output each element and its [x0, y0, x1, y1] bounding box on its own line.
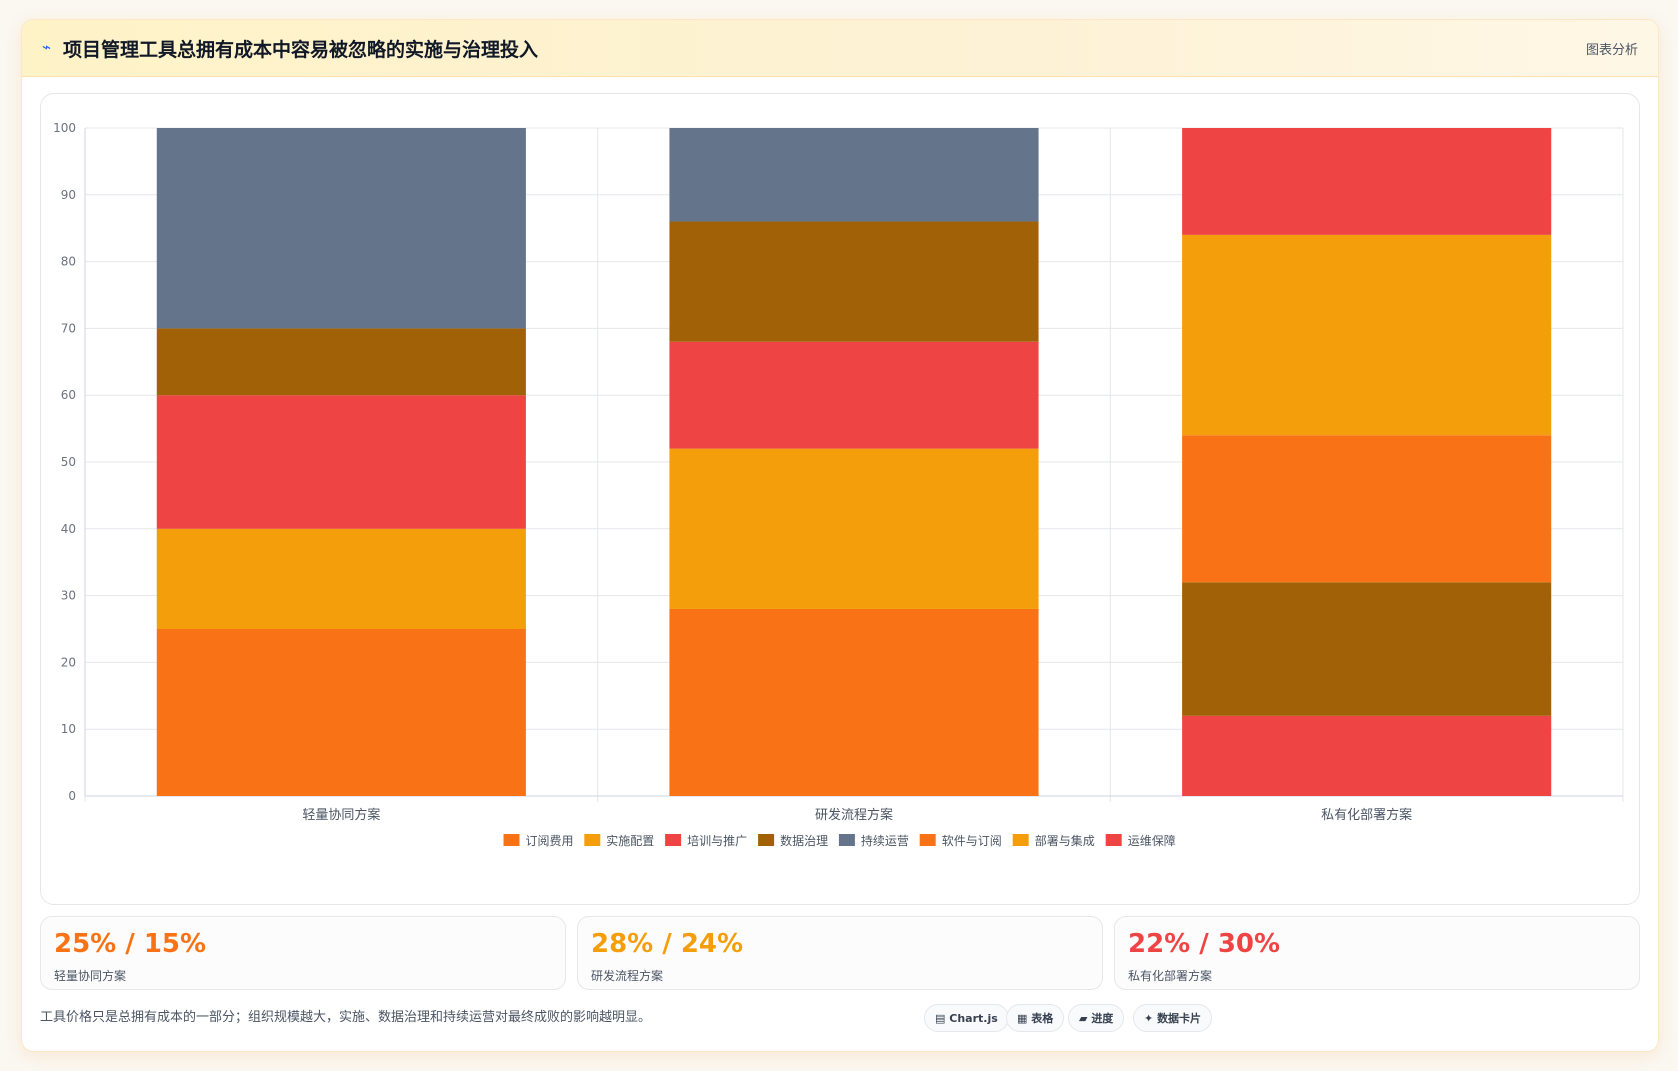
chart-panel: 0 10 20 30 40 50 60 70 80 90 100 轻量协同方案 研发流程方案 私有化部署方… — [40, 93, 1640, 905]
stat-label: 研发流程方案 — [591, 969, 664, 983]
stat-card-private: 22% / 30% 私有化部署方案 — [1114, 916, 1640, 990]
card-header: ⌁ 项目管理工具总拥有成本中容易被忽略的实施与治理投入 图表分析 — [22, 20, 1658, 77]
legend-swatch — [919, 834, 936, 846]
y-tick-label: 50 — [61, 455, 76, 469]
tag-label: 进度 — [1091, 1012, 1114, 1025]
bar-segment — [1182, 234, 1552, 436]
tag-label: 表格 — [1031, 1012, 1054, 1025]
legend-label: 实施配置 — [606, 833, 654, 848]
stacked-bar-chart: 0 10 20 30 40 50 60 70 80 90 100 轻量协同方案 研发流程方案 私有化部署方… — [53, 121, 1624, 848]
chart-analysis-link[interactable]: 图表分析 — [1585, 43, 1638, 58]
x-tick-label: 私有化部署方案 — [1321, 807, 1412, 823]
bar-segment — [1182, 715, 1552, 796]
x-tick-label: 轻量协同方案 — [302, 807, 380, 823]
bar-segment — [1182, 435, 1552, 583]
tag-chartjs[interactable]: ▤ Chart.js — [924, 1004, 1009, 1032]
bar-segment — [669, 608, 1039, 796]
tag-table[interactable]: ▦ 表格 — [1006, 1004, 1065, 1032]
y-tick-label: 100 — [53, 121, 76, 135]
bar-segment — [156, 328, 526, 396]
legend-label: 订阅费用 — [526, 834, 574, 848]
legend-label: 培训与推广 — [687, 833, 747, 848]
y-tick-label: 10 — [61, 722, 76, 736]
bar-segment — [1182, 128, 1552, 235]
y-tick-label: 20 — [61, 655, 76, 669]
y-tick-label: 70 — [61, 321, 76, 335]
x-tick-label: 研发流程方案 — [815, 807, 893, 823]
stat-value: 22% / 30% — [1128, 929, 1281, 959]
stat-card-light: 25% / 15% 轻量协同方案 — [40, 916, 566, 990]
pulse-icon: ⌁ — [42, 38, 52, 56]
legend-swatch — [503, 834, 520, 846]
bar-segment — [669, 221, 1039, 342]
chart-card: ⌁ 项目管理工具总拥有成本中容易被忽略的实施与治理投入 图表分析 0 10 20 30… — [21, 19, 1659, 1052]
tag-label: 数据卡片 — [1157, 1012, 1202, 1025]
bar-segment — [156, 629, 526, 796]
legend-swatch — [665, 834, 682, 846]
stat-value: 28% / 24% — [591, 929, 744, 959]
bar-segment — [669, 448, 1039, 609]
y-tick-label: 30 — [61, 589, 76, 603]
y-tick-label: 0 — [68, 789, 76, 803]
sparkle-icon: ✦ — [1144, 1012, 1154, 1025]
legend-label: 数据治理 — [780, 833, 828, 848]
stat-card-rd: 28% / 24% 研发流程方案 — [577, 916, 1103, 990]
bar-segment — [156, 128, 526, 329]
page-title: 项目管理工具总拥有成本中容易被忽略的实施与治理投入 — [63, 39, 539, 61]
legend-label: 软件与订阅 — [942, 834, 1002, 848]
chart-icon: ▤ — [935, 1012, 946, 1025]
bar-segment — [156, 395, 526, 529]
legend-label: 部署与集成 — [1035, 833, 1095, 848]
bar-segment — [669, 128, 1039, 222]
legend-label: 持续运营 — [861, 833, 909, 848]
tag-label: Chart.js — [949, 1012, 998, 1025]
legend-swatch — [838, 834, 855, 846]
bar-segment — [1182, 582, 1552, 716]
stat-label: 轻量协同方案 — [54, 969, 127, 983]
progress-icon: ▰ — [1079, 1012, 1088, 1025]
y-tick-label: 90 — [61, 188, 76, 202]
legend-swatch — [1012, 834, 1029, 846]
legend-swatch — [584, 834, 601, 846]
stat-label: 私有化部署方案 — [1128, 969, 1213, 983]
footnote: 工具价格只是总拥有成本的一部分；组织规模越大，实施、数据治理和持续运营对最终成败… — [40, 1010, 652, 1025]
tag-data-card[interactable]: ✦ 数据卡片 — [1133, 1004, 1213, 1032]
tag-progress[interactable]: ▰ 进度 — [1068, 1004, 1125, 1032]
y-tick-label: 40 — [61, 522, 76, 536]
bar-segment — [156, 528, 526, 629]
stat-value: 25% / 15% — [54, 929, 207, 959]
y-tick-label: 80 — [61, 255, 76, 269]
legend-swatch — [1105, 834, 1122, 846]
y-tick-label: 60 — [61, 388, 76, 402]
legend-label: 运维保障 — [1128, 833, 1176, 848]
table-icon: ▦ — [1017, 1012, 1028, 1025]
bar-segment — [669, 341, 1039, 449]
legend-swatch — [758, 834, 775, 846]
